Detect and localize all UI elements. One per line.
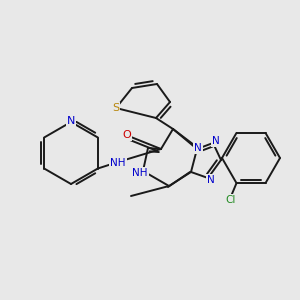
Text: N: N — [212, 136, 220, 146]
Text: N: N — [207, 175, 215, 185]
Text: NH: NH — [110, 158, 126, 168]
Text: N: N — [67, 116, 75, 126]
Text: O: O — [123, 130, 131, 140]
Text: N: N — [194, 143, 202, 153]
Text: NH: NH — [132, 168, 148, 178]
Text: S: S — [112, 103, 120, 113]
Text: Cl: Cl — [225, 195, 236, 205]
